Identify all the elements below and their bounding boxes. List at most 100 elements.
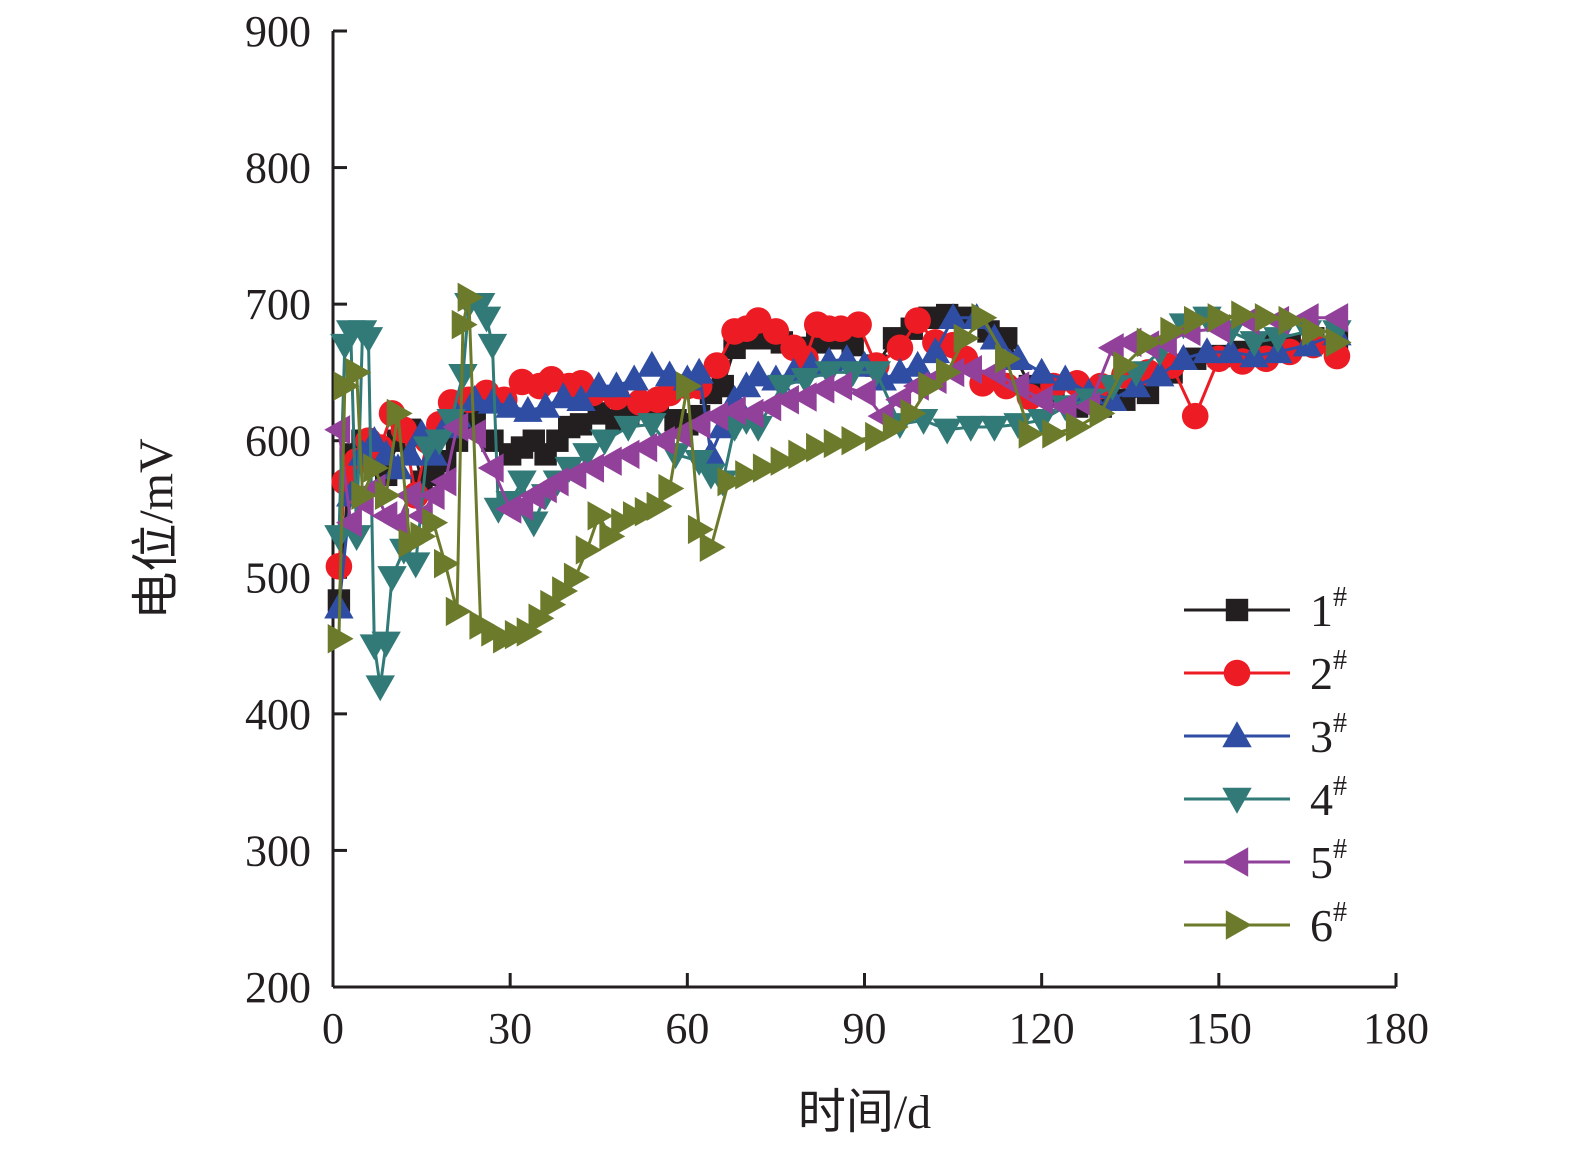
data-point bbox=[1145, 360, 1175, 387]
data-point bbox=[865, 421, 892, 452]
data-point bbox=[383, 507, 410, 538]
data-point bbox=[767, 374, 797, 401]
data-point bbox=[1239, 331, 1269, 358]
data-point bbox=[637, 350, 667, 377]
legend-marker bbox=[1222, 787, 1252, 814]
data-point bbox=[938, 303, 968, 329]
data-point bbox=[826, 371, 853, 401]
data-point bbox=[359, 426, 390, 452]
x-tick-label: 120 bbox=[1009, 1004, 1075, 1053]
data-point bbox=[1263, 327, 1293, 353]
data-point bbox=[788, 439, 815, 470]
x-tick-label: 60 bbox=[665, 1004, 709, 1053]
legend-label: 3# bbox=[1310, 708, 1347, 762]
data-point bbox=[371, 631, 401, 658]
data-point bbox=[711, 374, 734, 398]
data-point bbox=[530, 391, 561, 418]
data-point bbox=[637, 413, 667, 440]
data-point bbox=[956, 415, 986, 442]
y-tick-label: 900 bbox=[245, 7, 311, 56]
data-point bbox=[806, 432, 832, 463]
y-tick-label: 600 bbox=[245, 417, 311, 466]
x-axis-title: 时间/d bbox=[798, 1086, 931, 1139]
series-line bbox=[337, 295, 1338, 641]
data-point bbox=[1115, 327, 1142, 358]
data-point bbox=[371, 439, 401, 466]
data-point bbox=[554, 456, 584, 483]
data-point bbox=[932, 418, 962, 445]
data-point bbox=[1050, 391, 1077, 422]
data-point bbox=[341, 525, 372, 552]
data-point bbox=[995, 344, 1021, 374]
data-point bbox=[904, 307, 931, 334]
data-point bbox=[481, 429, 504, 452]
data-point bbox=[735, 460, 762, 490]
data-point bbox=[845, 311, 872, 338]
legend-label: 4# bbox=[1310, 771, 1347, 825]
data-point bbox=[1184, 305, 1210, 336]
data-point bbox=[327, 624, 354, 654]
data-point bbox=[918, 371, 945, 401]
data-point bbox=[374, 480, 401, 511]
data-point bbox=[1026, 409, 1057, 435]
data-point bbox=[1254, 303, 1281, 333]
data-point bbox=[790, 368, 821, 394]
data-point bbox=[400, 552, 431, 579]
data-point bbox=[702, 401, 729, 431]
data-point bbox=[451, 309, 478, 340]
data-point bbox=[837, 361, 868, 388]
data-point bbox=[979, 415, 1010, 442]
data-point bbox=[935, 357, 962, 388]
data-point bbox=[477, 453, 504, 483]
data-point bbox=[646, 491, 673, 521]
x-tick-label: 30 bbox=[488, 1004, 532, 1053]
data-point bbox=[1325, 327, 1352, 358]
data-point bbox=[395, 480, 421, 511]
data-point bbox=[762, 318, 790, 345]
data-point bbox=[477, 387, 508, 414]
data-point bbox=[1278, 305, 1305, 336]
data-point bbox=[676, 371, 703, 401]
data-point bbox=[619, 364, 649, 391]
data-point bbox=[773, 385, 799, 415]
data-point bbox=[422, 507, 449, 538]
legend-item-4: 4# bbox=[1184, 771, 1347, 825]
data-point bbox=[386, 398, 413, 429]
legend-item-3: 3# bbox=[1184, 708, 1347, 762]
data-point bbox=[1113, 350, 1140, 381]
data-point bbox=[1136, 327, 1163, 358]
data-point bbox=[434, 548, 460, 579]
plot-area bbox=[324, 282, 1352, 702]
legend-marker bbox=[1223, 659, 1251, 687]
data-point bbox=[345, 357, 372, 388]
y-tick-label: 300 bbox=[245, 826, 311, 875]
data-point bbox=[445, 596, 472, 627]
legend-item-2: 2# bbox=[1184, 645, 1347, 699]
data-point bbox=[569, 413, 593, 436]
data-point bbox=[460, 385, 490, 411]
data-point bbox=[418, 480, 445, 511]
data-point bbox=[885, 357, 915, 384]
data-point bbox=[1050, 364, 1080, 391]
data-point bbox=[841, 426, 868, 456]
data-point bbox=[699, 532, 726, 562]
data-point bbox=[1089, 398, 1116, 429]
y-tick-label: 800 bbox=[245, 144, 311, 193]
data-point bbox=[719, 395, 746, 426]
data-point bbox=[1018, 419, 1045, 449]
y-tick-label: 500 bbox=[245, 553, 311, 602]
data-point bbox=[1042, 419, 1069, 449]
data-point bbox=[1215, 337, 1246, 364]
legend-label: 5# bbox=[1310, 834, 1347, 888]
legend-marker bbox=[1222, 847, 1249, 877]
data-point bbox=[770, 446, 797, 476]
data-point bbox=[814, 361, 844, 388]
data-point bbox=[1181, 402, 1209, 430]
data-point bbox=[920, 337, 951, 364]
data-point bbox=[956, 354, 982, 385]
data-point bbox=[495, 494, 522, 524]
legend-label: 1# bbox=[1310, 582, 1347, 636]
data-point bbox=[882, 412, 909, 442]
data-point bbox=[507, 470, 537, 497]
